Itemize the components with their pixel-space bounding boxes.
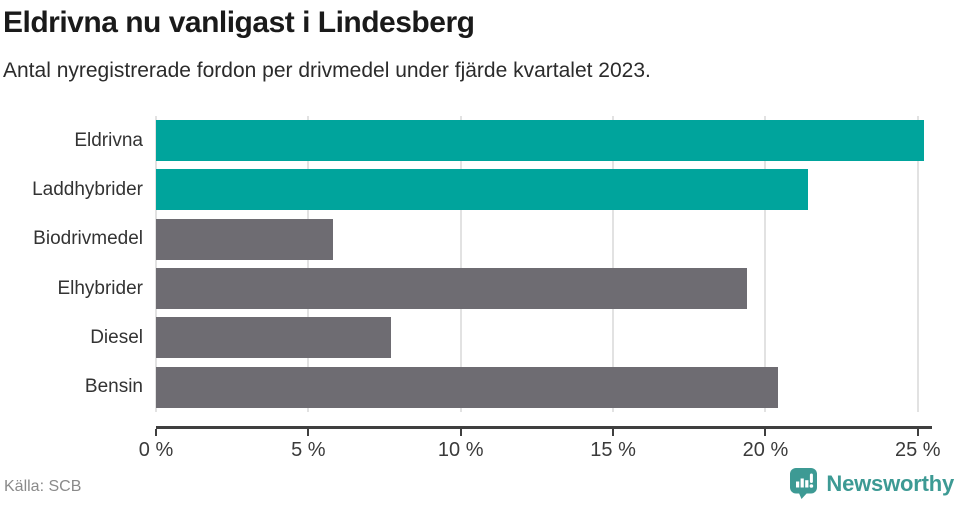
axis-tick-label: 25 % bbox=[895, 439, 941, 461]
axis-tick bbox=[155, 429, 157, 436]
chart-row: Eldrivna bbox=[0, 116, 930, 165]
bar-rows: Eldrivna Laddhybrider Biodrivmedel Elhybrid… bbox=[0, 116, 930, 412]
gridline bbox=[155, 116, 157, 412]
category-label: Elhybrider bbox=[57, 277, 143, 299]
bar bbox=[156, 366, 778, 408]
bar bbox=[156, 317, 391, 359]
gridline bbox=[459, 116, 462, 412]
newsworthy-logo: Newsworthy bbox=[789, 467, 954, 500]
brand-name: Newsworthy bbox=[826, 470, 954, 496]
x-axis: 0 % 5 % 10 % 15 % 20 % 25 % bbox=[139, 412, 941, 461]
axis-tick bbox=[459, 429, 462, 436]
chart-title: Eldrivna nu vanligast i Lindesberg bbox=[3, 6, 475, 39]
chart-row: Biodrivmedel bbox=[0, 215, 930, 264]
category-label: Eldrivna bbox=[74, 129, 143, 151]
category-label: Bensin bbox=[84, 376, 143, 398]
x-axis-line bbox=[156, 426, 932, 429]
bar-track bbox=[156, 218, 930, 260]
bar bbox=[156, 120, 924, 162]
bar-track bbox=[156, 317, 930, 359]
plot-area bbox=[155, 116, 930, 412]
axis-tick bbox=[612, 429, 615, 436]
chart-subtitle: Antal nyregistrerade fordon per drivmede… bbox=[3, 59, 651, 82]
bar bbox=[156, 218, 333, 260]
gridline bbox=[307, 116, 310, 412]
gridline bbox=[612, 116, 615, 412]
category-label: Biodrivmedel bbox=[33, 228, 143, 250]
chart-row: Bensin bbox=[0, 363, 930, 412]
gridline bbox=[916, 116, 919, 412]
axis-tick-label: 20 % bbox=[742, 439, 789, 461]
axis-tick-label: 5 % bbox=[291, 439, 326, 461]
bar bbox=[156, 169, 809, 211]
axis-tick-label: 10 % bbox=[437, 439, 484, 461]
axis-tick bbox=[764, 429, 767, 436]
axis-tick bbox=[916, 429, 919, 436]
footer: Källa: SCB Newsworthy bbox=[0, 465, 960, 505]
gridline bbox=[764, 116, 767, 412]
bar bbox=[156, 268, 748, 310]
bar-chart: Eldrivna Laddhybrider Biodrivmedel Elhybrid… bbox=[0, 116, 941, 461]
chart-row: Diesel bbox=[0, 313, 930, 362]
axis-tick-label: 0 % bbox=[138, 439, 174, 461]
chart-row: Elhybrider bbox=[0, 264, 930, 313]
newsworthy-logo-icon bbox=[790, 468, 818, 499]
category-label: Laddhybrider bbox=[32, 178, 143, 200]
axis-tick-label: 15 % bbox=[590, 439, 636, 461]
bar-track bbox=[156, 366, 930, 408]
bar-track bbox=[156, 268, 930, 310]
bar-track bbox=[156, 169, 930, 211]
bar-track bbox=[156, 120, 930, 162]
source-label: Källa: SCB bbox=[4, 478, 82, 495]
chart-row: Laddhybrider bbox=[0, 165, 930, 214]
axis-tick bbox=[307, 429, 310, 436]
category-label: Diesel bbox=[90, 326, 143, 348]
